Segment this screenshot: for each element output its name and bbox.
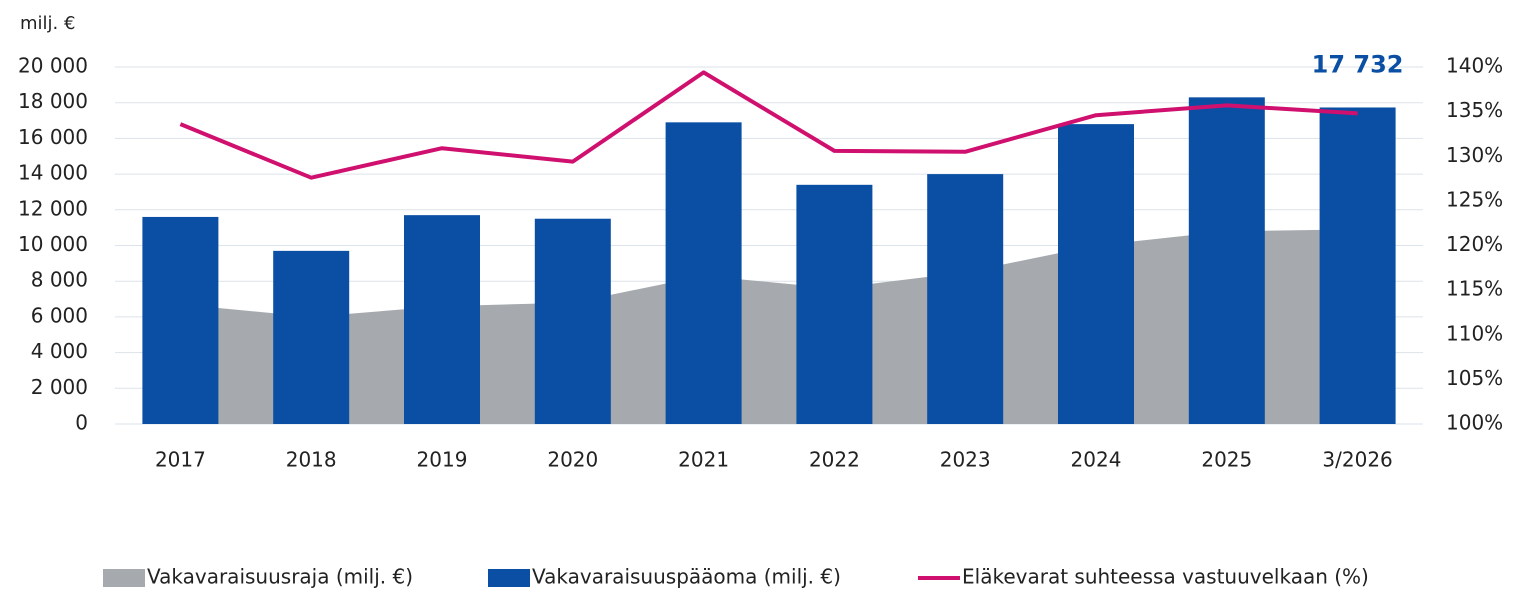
y-tick-label: 20 000 — [18, 54, 88, 78]
y-tick-label: 10 000 — [18, 232, 88, 256]
y-tick-label: 4 000 — [31, 339, 88, 363]
bar — [534, 218, 611, 424]
y2-tick-label: 115% — [1446, 277, 1503, 301]
y2-tick-label: 110% — [1446, 321, 1503, 345]
bar — [142, 216, 219, 424]
y2-tick-label: 125% — [1446, 187, 1503, 211]
x-tick-label: 2023 — [940, 448, 991, 472]
bar — [273, 250, 350, 424]
x-tick-label: 2017 — [155, 448, 206, 472]
legend-label: Vakavaraisuusraja (milj. €) — [147, 565, 413, 589]
x-tick-label: 3/2026 — [1322, 448, 1392, 472]
x-tick-label: 2021 — [678, 448, 729, 472]
x-tick-label: 2019 — [417, 448, 468, 472]
area — [180, 229, 1358, 424]
bar — [1188, 97, 1265, 424]
y-tick-label: 14 000 — [18, 161, 88, 185]
line — [179, 70, 1358, 180]
y2-tick-label: 120% — [1446, 232, 1503, 256]
bar — [796, 184, 873, 424]
legend-label: Eläkevarat suhteessa vastuuvelkaan (%) — [962, 565, 1369, 589]
y-tick-label: 16 000 — [18, 125, 88, 149]
x-tick-label: 2020 — [547, 448, 598, 472]
legend-label: Vakavaraisuuspääoma (milj. €) — [532, 565, 841, 589]
y-tick-label: 18 000 — [18, 89, 88, 113]
x-tick-label: 2018 — [286, 448, 337, 472]
y2-tick-label: 105% — [1446, 366, 1503, 390]
legend-swatch — [488, 569, 530, 587]
legend-swatch — [103, 569, 145, 587]
bar — [1058, 124, 1134, 425]
y2-tick-label: 140% — [1446, 54, 1503, 78]
y2-tick-label: 135% — [1446, 98, 1503, 122]
y2-tick-label: 100% — [1446, 411, 1503, 435]
x-tick-label: 2025 — [1201, 448, 1252, 472]
y-tick-label: 6 000 — [31, 303, 88, 327]
x-tick-label: 2024 — [1071, 448, 1122, 472]
x-tick-label: 2022 — [809, 448, 860, 472]
y-axis-label: milj. € — [20, 13, 75, 34]
y-tick-label: 0 — [75, 411, 88, 435]
y-tick-label: 12 000 — [18, 196, 88, 220]
y-tick-label: 2 000 — [31, 375, 88, 399]
bar — [404, 215, 480, 424]
y2-tick-label: 130% — [1446, 143, 1503, 167]
bar — [927, 174, 1004, 424]
bar — [1319, 107, 1396, 425]
bar — [665, 122, 742, 425]
y-tick-label: 8 000 — [31, 268, 88, 292]
data-label: 17 732 — [1312, 50, 1404, 78]
